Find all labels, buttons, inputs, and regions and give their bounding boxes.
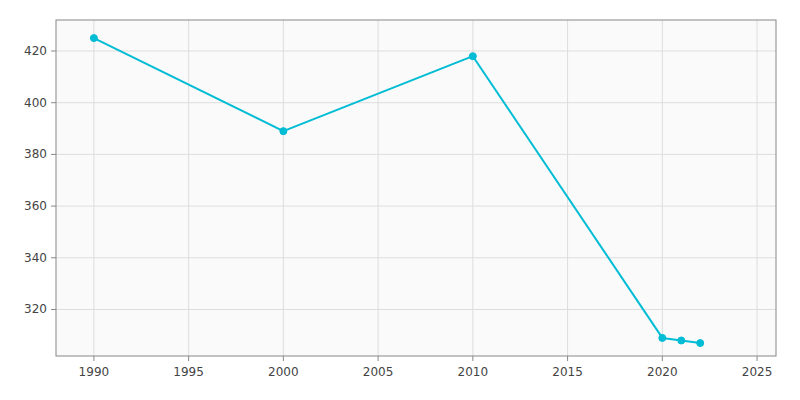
x-grid-line xyxy=(662,20,663,356)
plot-background xyxy=(56,20,776,356)
point xyxy=(90,35,97,42)
x-tick xyxy=(472,356,473,361)
y-tick xyxy=(51,257,56,258)
x-tick xyxy=(283,356,284,361)
x-tick xyxy=(757,356,758,361)
chart-svg: 1990 1995 2000 2005 2010 2015 2020 2025 320 340 36… xyxy=(0,0,800,400)
x-grid-line xyxy=(757,20,758,356)
y-tick xyxy=(51,309,56,310)
chart-container: 1990 1995 2000 2005 2010 2015 2020 2025 320 340 36… xyxy=(0,0,800,400)
y-grid-line xyxy=(56,51,776,52)
x-grid-line xyxy=(188,20,189,356)
x-grid-line xyxy=(93,20,94,356)
y-grid-line xyxy=(56,206,776,207)
x-tick-label: 1990 xyxy=(79,365,110,379)
y-tick xyxy=(51,51,56,52)
y-tick xyxy=(51,206,56,207)
x-tick-label: 2010 xyxy=(458,365,489,379)
x-tick-label: 2000 xyxy=(268,365,299,379)
x-tick xyxy=(188,356,189,361)
y-grid-line xyxy=(56,309,776,310)
y-tick xyxy=(51,154,56,155)
y-grid-line xyxy=(56,257,776,258)
x-tick-label: 2015 xyxy=(552,365,583,379)
y-tick-label: 360 xyxy=(24,199,47,213)
x-tick xyxy=(567,356,568,361)
x-grid-line xyxy=(567,20,568,356)
x-tick-label: 2020 xyxy=(647,365,678,379)
plot-frame xyxy=(56,20,776,356)
y-grid-line xyxy=(56,102,776,103)
x-tick-label: 2025 xyxy=(742,365,773,379)
y-tick-label: 380 xyxy=(24,147,47,161)
x-tick xyxy=(93,356,94,361)
point xyxy=(280,128,287,135)
line xyxy=(94,38,700,343)
point xyxy=(678,337,685,344)
y-tick-label: 400 xyxy=(24,96,47,110)
y-grid-line xyxy=(56,154,776,155)
tick-labels: 1990 1995 2000 2005 2010 2015 2020 2025 320 340 36… xyxy=(24,44,772,379)
x-grid-line xyxy=(283,20,284,356)
x-grid-line xyxy=(378,20,379,356)
y-tick-label: 320 xyxy=(24,302,47,316)
y-tick-label: 340 xyxy=(24,251,47,265)
x-tick xyxy=(662,356,663,361)
grid xyxy=(56,20,776,356)
x-grid-line xyxy=(472,20,473,356)
point xyxy=(697,340,704,347)
x-tick xyxy=(378,356,379,361)
x-tick-label: 1995 xyxy=(173,365,204,379)
y-tick-label: 420 xyxy=(24,44,47,58)
point xyxy=(659,334,666,341)
y-tick xyxy=(51,102,56,103)
x-tick-label: 2005 xyxy=(363,365,394,379)
point xyxy=(469,53,476,60)
series xyxy=(90,35,703,347)
